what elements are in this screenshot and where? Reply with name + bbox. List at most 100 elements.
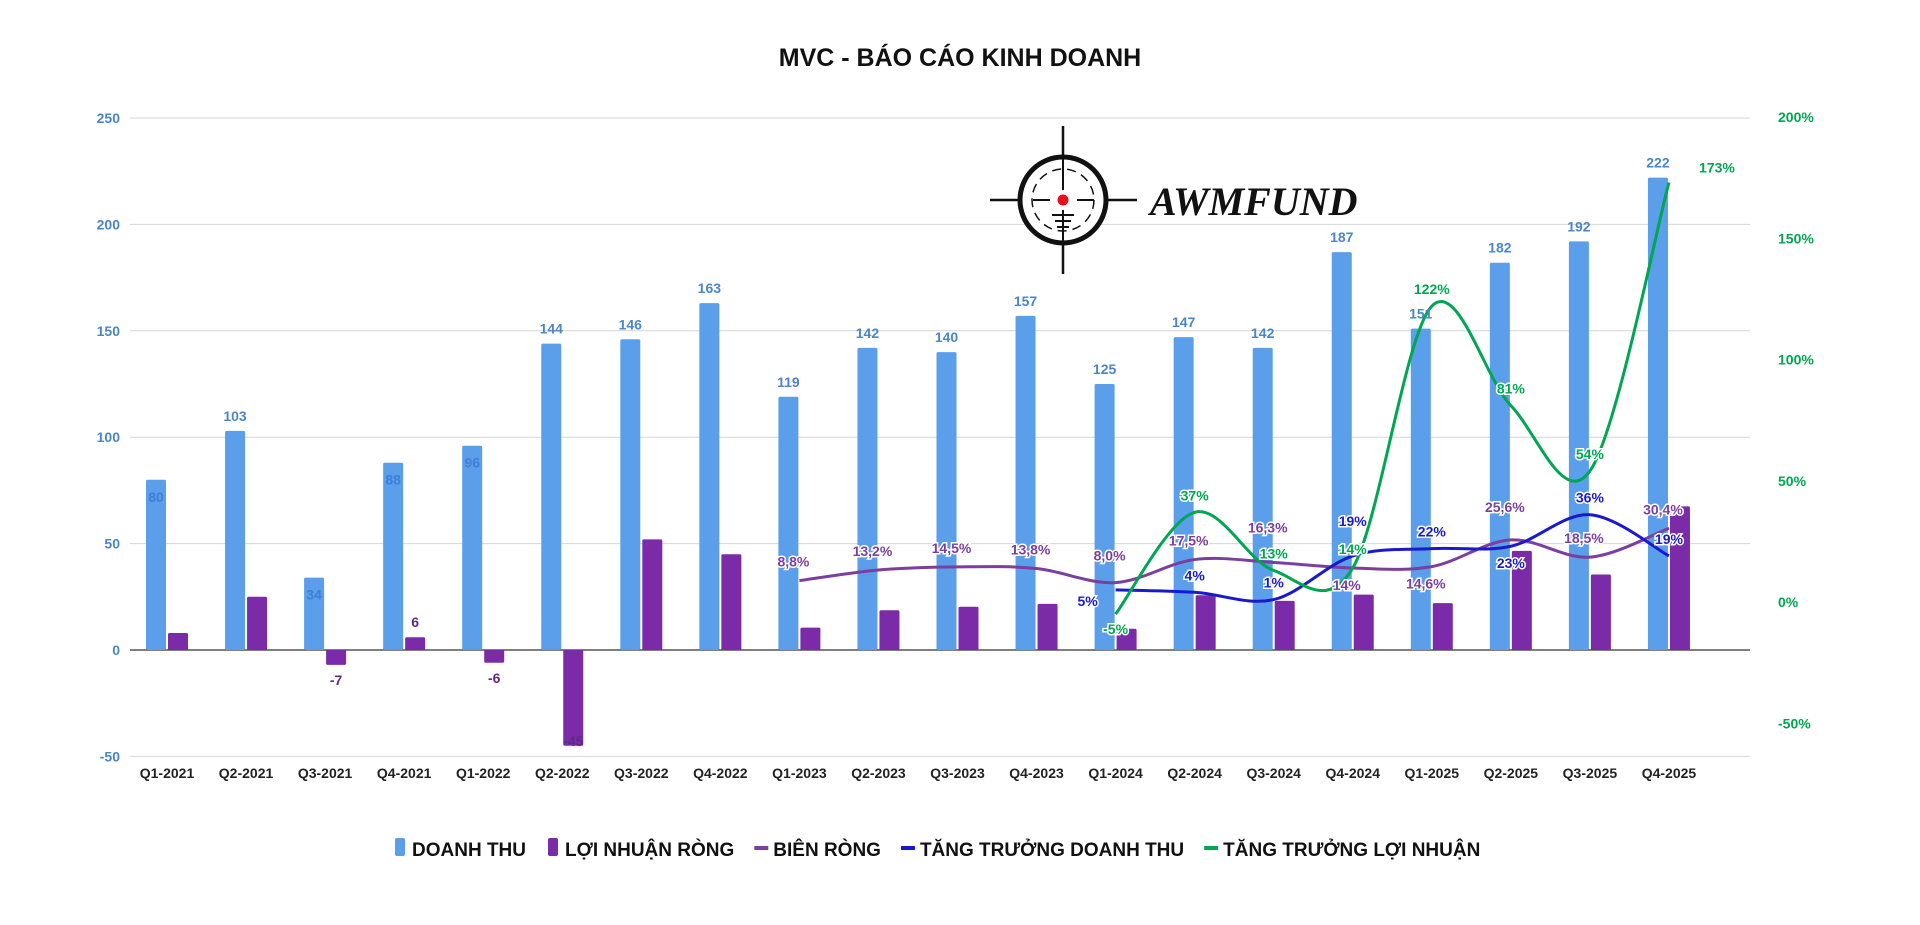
net-margin-label: 14,6% [1406,576,1446,592]
net-profit-bar [1511,550,1532,650]
legend-item[interactable]: TĂNG TRƯỞNG LỢI NHUẬN [1204,839,1480,861]
net-profit-bar [1432,603,1453,650]
legend-label: BIÊN RÒNG [773,839,881,861]
net-margin-label: 30,4% [1643,501,1683,517]
right-axis-tick: 0% [1778,594,1799,610]
x-axis-tick: Q3-2023 [930,765,985,781]
left-axis-tick: 50 [104,536,120,552]
net-profit-label: -7 [330,672,343,688]
legend-item[interactable]: LỢI NHUẬN RÒNG [548,838,734,861]
revenue-label: 34 [306,587,322,603]
revenue-bar [699,303,720,650]
revenue-label: 192 [1567,218,1591,234]
net-margin-label: 13,8% [1011,542,1051,558]
legend-label: TĂNG TRƯỞNG DOANH THU [920,839,1184,861]
revenue-bar [1015,315,1036,650]
revenue-bar [936,352,957,650]
revenue-bar [857,347,878,650]
revenue-label: 125 [1093,361,1117,377]
x-axis-tick: Q1-2025 [1405,765,1460,781]
left-axis-tick: 100 [97,429,121,445]
legend-item[interactable]: TĂNG TRƯỞNG DOANH THU [900,839,1184,861]
net-profit-bar [1669,506,1690,650]
x-axis-tick: Q2-2025 [1484,765,1539,781]
net-profit-label: -45 [563,733,583,749]
revenue-growth-label: 1% [1264,575,1285,591]
net-profit-bar [721,554,742,650]
net-margin-label: 14,5% [932,540,972,556]
net-margin-label: 18,5% [1564,530,1604,546]
net-profit-label: 6 [411,614,419,630]
x-axis-tick: Q3-2022 [614,765,669,781]
net-profit-bar [484,650,505,663]
revenue-bar [778,396,799,650]
net-margin-label: 14% [1333,577,1362,593]
net-profit-bar [326,650,347,665]
x-axis-tick: Q4-2021 [377,765,432,781]
revenue-growth-label: 19% [1339,513,1368,529]
profit-growth-label: 37% [1181,487,1210,503]
legend-label: LỢI NHUẬN RÒNG [565,839,734,861]
net-margin-label: 13,2% [853,543,893,559]
revenue-bar [304,577,325,650]
x-axis-tick: Q2-2021 [219,765,274,781]
net-margin-label: 8,0% [1094,548,1126,564]
revenue-label: 96 [464,455,480,471]
net-profit-bar [563,650,584,746]
legend-item[interactable]: BIÊN RÒNG [754,839,881,861]
legend-swatch [548,838,558,856]
revenue-bar [1568,241,1589,650]
revenue-label: 182 [1488,240,1512,256]
legend-item[interactable]: DOANH THU [395,838,526,861]
logo-wordmark: AWMFUND [1147,179,1357,224]
revenue-label: 151 [1409,306,1433,322]
revenue-label: 222 [1646,155,1670,171]
revenue-bar [225,430,246,650]
left-axis-tick: 0 [112,642,120,658]
revenue-bar [383,462,404,650]
profit-growth-label: 173% [1699,159,1735,175]
profit-growth-line [1114,182,1671,616]
x-axis-tick: Q2-2024 [1167,765,1222,781]
revenue-bar [1331,252,1352,650]
net-profit-bar [1195,595,1216,650]
left-axis-tick: 150 [97,323,121,339]
x-axis-tick: Q4-2022 [693,765,748,781]
revenue-bar [462,445,483,650]
x-axis-tick: Q1-2022 [456,765,511,781]
legend-label: DOANH THU [412,840,526,861]
net-profit-bar [1274,600,1295,650]
x-axis-tick: Q4-2024 [1326,765,1381,781]
legend-swatch [1204,846,1219,850]
revenue-label: 157 [1014,293,1038,309]
legend-label: TĂNG TRƯỞNG LỢI NHUẬN [1223,839,1480,861]
net-profit-bar [879,610,900,650]
revenue-growth-label: 22% [1418,524,1447,540]
revenue-bar [1410,328,1431,650]
x-axis-tick: Q1-2023 [772,765,827,781]
bars [146,177,1690,746]
left-axis-tick: 200 [97,216,121,232]
chart-title: MVC - BÁO CÁO KINH DOANH [779,43,1142,72]
net-profit-bar [405,637,426,650]
revenue-growth-label: 36% [1576,490,1605,506]
left-axis-tick: -50 [100,748,120,764]
x-axis-tick: Q1-2024 [1088,765,1143,781]
net-margin-label: 25,6% [1485,499,1525,515]
net-margin-label: 8,8% [777,554,809,570]
profit-growth-label: 54% [1576,446,1605,462]
legend-swatch [900,846,915,850]
net-profit-bar [642,539,663,650]
revenue-label: 103 [223,408,247,424]
profit-growth-label: 13% [1260,545,1289,561]
data-labels: 80 103 34 88 96 144 146 163 119 142 140 157 125 147 14… [148,155,1737,749]
revenue-label: 147 [1172,314,1196,330]
net-profit-bar [1590,574,1611,650]
net-profit-bar [168,632,188,650]
revenue-bar [1173,337,1194,650]
revenue-label: 140 [935,329,959,345]
revenue-label: 80 [148,489,164,505]
x-axis-tick: Q3-2024 [1246,765,1301,781]
revenue-label: 187 [1330,229,1354,245]
